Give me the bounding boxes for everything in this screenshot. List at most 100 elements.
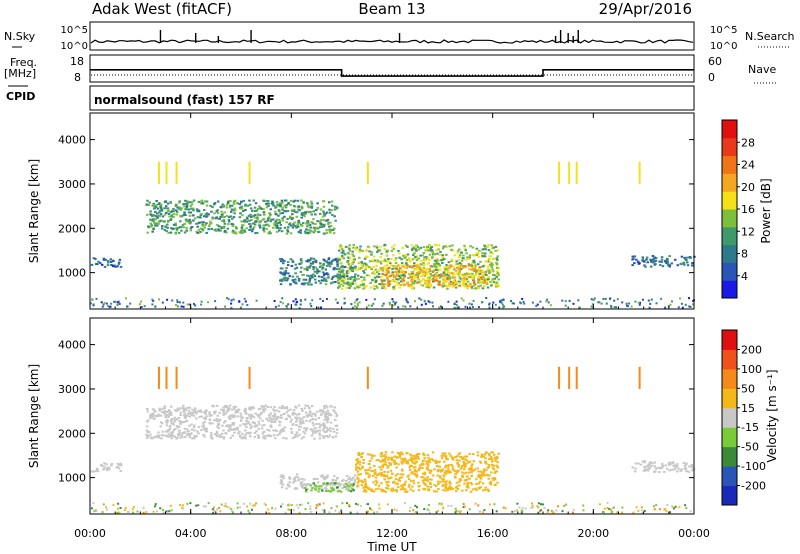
data-cell (240, 207, 244, 210)
data-cell (372, 265, 375, 268)
data-cell (170, 437, 173, 440)
data-cell (331, 213, 334, 216)
data-cell (467, 257, 471, 260)
data-cell (454, 286, 458, 289)
data-cell (352, 482, 356, 485)
data-cell (363, 278, 366, 281)
data-cell (378, 283, 381, 285)
data-cell (402, 488, 406, 491)
data-cell (412, 473, 416, 476)
data-cell (343, 253, 347, 256)
data-cell (334, 219, 337, 222)
data-cell (464, 265, 467, 268)
data-cell (455, 486, 458, 489)
data-cell (237, 408, 241, 411)
data-cell (119, 470, 122, 473)
data-cell (262, 435, 266, 438)
data-cell (297, 479, 300, 482)
data-cell (203, 435, 206, 438)
data-cell (274, 415, 277, 418)
data-cell (231, 217, 234, 220)
data-cell (648, 467, 651, 470)
data-cell (379, 245, 382, 248)
data-streak (175, 366, 178, 389)
data-cell (291, 261, 295, 263)
data-cell (338, 269, 341, 272)
data-cell (672, 465, 676, 467)
data-cell (221, 424, 224, 427)
data-cell (331, 204, 334, 207)
data-cell (408, 483, 411, 486)
velocity-ytick-label: 3000 (58, 383, 86, 396)
data-cell (285, 487, 288, 490)
data-cell (161, 215, 165, 218)
data-cell (185, 428, 189, 431)
data-cell (347, 256, 350, 259)
data-cell (456, 265, 460, 268)
data-cell (436, 470, 440, 473)
data-cell (407, 478, 411, 481)
data-cell (444, 485, 448, 488)
data-cell (142, 511, 145, 514)
data-cell (175, 213, 179, 216)
data-cell (313, 412, 317, 415)
data-cell (418, 464, 422, 467)
data-cell (304, 230, 307, 233)
data-cell (267, 202, 270, 205)
data-cell (646, 469, 650, 472)
data-cell (447, 467, 450, 470)
data-cell (417, 248, 421, 251)
data-cell (426, 248, 429, 251)
data-cell (356, 511, 359, 514)
data-cell (225, 405, 228, 408)
data-cell (296, 211, 299, 214)
data-cell (373, 469, 377, 472)
data-cell (205, 430, 208, 433)
data-cell (481, 482, 485, 485)
power-colorbar-tick-label: 20 (741, 181, 755, 194)
data-cell (448, 278, 451, 281)
data-cell (368, 260, 372, 263)
data-cell (634, 462, 638, 465)
data-cell (488, 474, 491, 477)
data-cell (317, 230, 321, 233)
data-cell (281, 474, 284, 477)
data-cell (222, 408, 225, 411)
data-cell (285, 305, 288, 307)
data-cell (653, 260, 656, 263)
data-cell (482, 276, 486, 279)
data-cell (490, 266, 493, 269)
data-cell (384, 458, 387, 461)
data-cell (443, 284, 446, 287)
data-cell (339, 261, 343, 264)
data-cell (275, 218, 278, 221)
data-cell (409, 469, 412, 472)
data-cell (163, 229, 167, 231)
data-cell (253, 223, 257, 226)
data-cell (340, 246, 343, 249)
data-cell (412, 274, 415, 277)
data-cell (347, 487, 350, 490)
data-cell (182, 301, 185, 304)
data-cell (472, 284, 476, 287)
data-cell (661, 466, 664, 469)
data-cell (423, 268, 426, 271)
data-cell (383, 478, 386, 481)
data-cell (469, 245, 472, 248)
data-cell (318, 503, 321, 506)
data-cell (154, 210, 157, 213)
data-cell (222, 429, 225, 432)
data-cell (280, 486, 284, 489)
data-cell (405, 297, 408, 300)
data-cell (310, 405, 314, 408)
data-cell (154, 410, 157, 413)
data-cell (333, 205, 337, 208)
data-cell (190, 201, 194, 204)
data-cell (405, 267, 408, 269)
data-cell (264, 220, 267, 223)
data-cell (493, 503, 496, 506)
data-cell (300, 477, 304, 480)
data-cell (393, 455, 396, 458)
data-cell (415, 454, 418, 457)
data-cell (438, 502, 441, 505)
